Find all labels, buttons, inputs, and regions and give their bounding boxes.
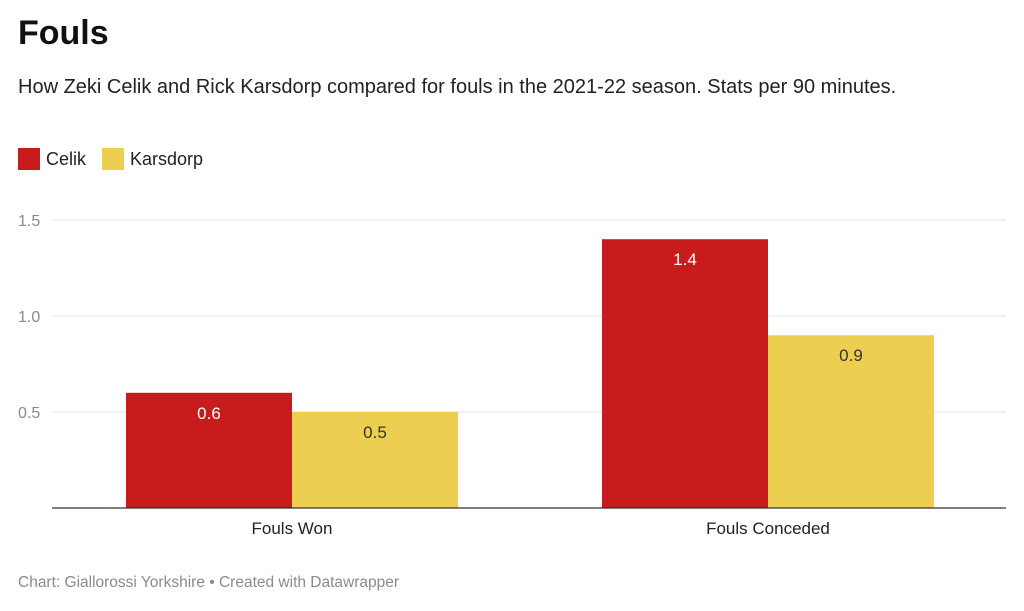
legend-label-celik: Celik — [46, 148, 87, 169]
bar-celik-0 — [126, 392, 292, 508]
x-category-label: Fouls Won — [252, 519, 333, 538]
y-tick-label: 0.5 — [18, 405, 40, 422]
legend-item-celik: Celik — [18, 148, 86, 170]
chart-footer: Chart: Giallorossi Yorkshire • Created w… — [18, 574, 400, 591]
bar-karsdorp-1 — [768, 335, 934, 508]
bar-karsdorp-0 — [292, 412, 458, 508]
data-label-karsdorp-1: 0.9 — [839, 346, 863, 365]
legend-label-karsdorp: Karsdorp — [130, 148, 204, 169]
legend-item-karsdorp: Karsdorp — [102, 148, 203, 170]
legend: Celik Karsdorp — [18, 148, 219, 170]
data-label-karsdorp-0: 0.5 — [363, 423, 387, 442]
bar-chart: 0.5 1.0 1.5 0.6 1.4 0.5 0.9 Fouls Won Fouls Conc… — [18, 213, 1006, 538]
chart-subtitle: How Zeki Celik and Rick Karsdorp compare… — [18, 76, 897, 98]
y-tick-label: 1.0 — [18, 309, 40, 326]
y-tick-label: 1.5 — [18, 213, 40, 230]
chart-title: Fouls — [18, 14, 109, 52]
legend-swatch-karsdorp — [102, 148, 125, 170]
x-category-label: Fouls Conceded — [706, 519, 830, 538]
data-label-celik-1: 1.4 — [673, 250, 697, 269]
legend-swatch-celik — [18, 148, 40, 170]
data-label-celik-0: 0.6 — [197, 404, 221, 423]
bar-celik-1 — [602, 239, 768, 508]
